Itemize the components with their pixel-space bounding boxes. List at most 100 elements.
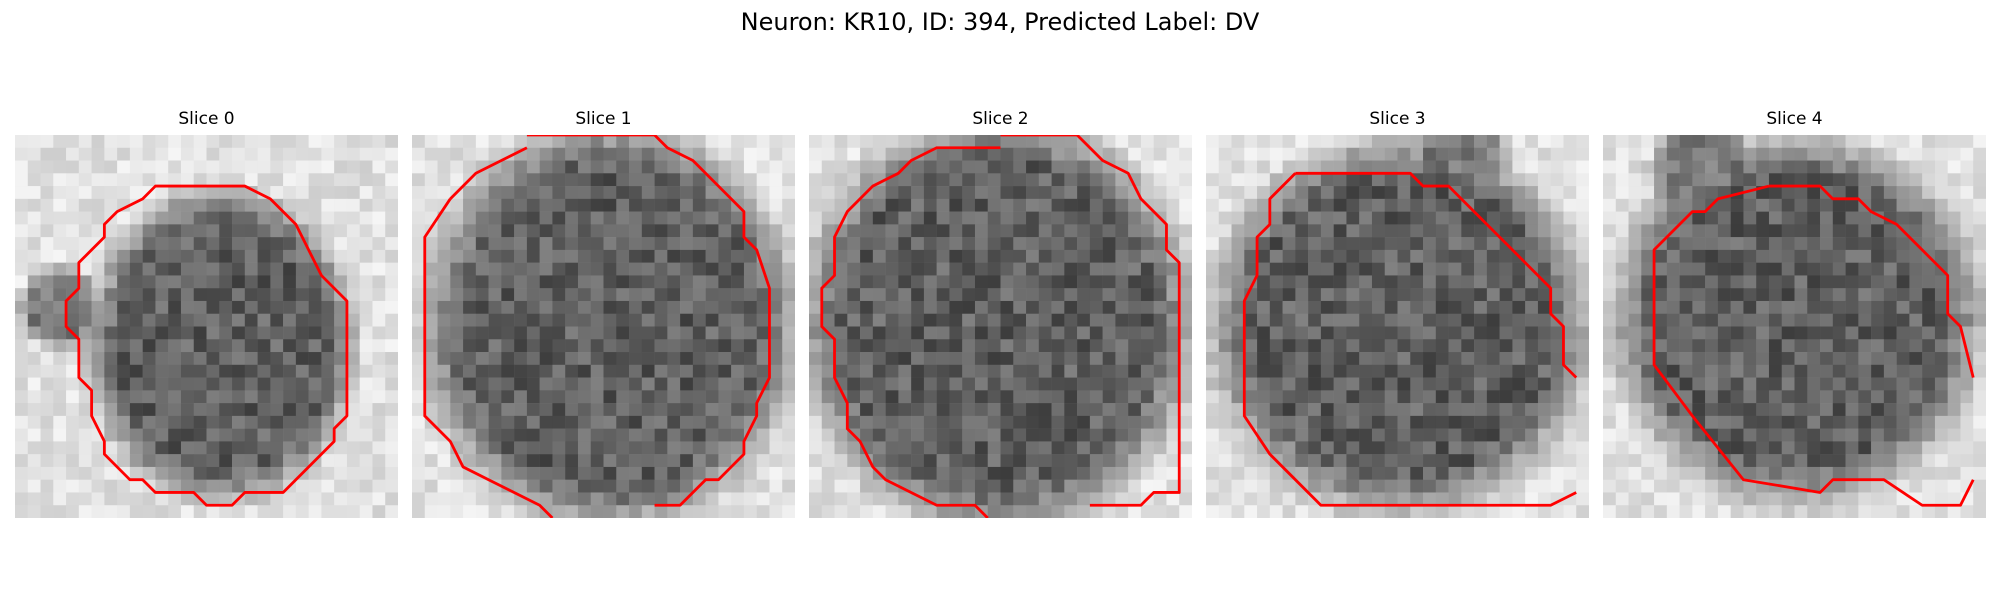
pixel [526,147,540,161]
pixel [1654,466,1668,480]
pixel [680,479,694,493]
pixel [334,160,348,174]
pixel [1206,415,1220,429]
pixel [1537,479,1551,493]
pixel [1410,466,1424,480]
pixel [809,377,823,391]
pixel [1934,224,1948,238]
pixel [450,441,464,455]
pixel [1346,492,1360,506]
pixel [1474,339,1488,353]
pixel [1423,135,1437,149]
pixel [962,275,976,289]
pixel [782,249,795,263]
pixel [1563,198,1577,212]
pixel [1947,237,1961,251]
pixel [718,275,732,289]
pixel [962,135,976,149]
pixel [1089,454,1103,468]
pixel [1896,300,1910,314]
pixel [244,300,258,314]
pixel [847,479,861,493]
pixel [1026,249,1040,263]
pixel [1448,198,1462,212]
pixel [1320,428,1334,442]
pixel [1794,313,1808,327]
pixel [834,186,848,200]
pixel [219,224,233,238]
pixel [53,224,67,238]
pixel [270,479,284,493]
pixel [949,377,963,391]
pixel [1934,147,1948,161]
pixel [1308,147,1322,161]
pixel [629,390,643,404]
pixel [1960,377,1974,391]
pixel [1628,505,1642,518]
pixel [1115,377,1129,391]
pixel [898,339,912,353]
pixel [667,313,681,327]
pixel [1166,415,1180,429]
pixel [1026,313,1040,327]
pixel [1000,249,1014,263]
pixel [1692,441,1706,455]
pixel [1615,466,1629,480]
pixel [1705,135,1719,149]
pixel [155,339,169,353]
pixel [1371,186,1385,200]
pixel [1525,186,1539,200]
pixel [1423,237,1437,251]
pixel [514,135,528,149]
pixel [1128,300,1142,314]
pixel [27,403,41,417]
pixel [1858,237,1872,251]
pixel [911,135,925,149]
pixel [450,479,464,493]
pixel [949,173,963,187]
pixel [346,339,360,353]
pixel [898,275,912,289]
pixel [1512,390,1526,404]
pixel [1832,173,1846,187]
pixel [1743,288,1757,302]
pixel [1038,364,1052,378]
pixel [1474,390,1488,404]
pixel [1423,403,1437,417]
pixel [27,147,41,161]
pixel [577,313,591,327]
pixel [321,249,335,263]
pixel [117,224,131,238]
pixel [78,492,92,506]
pixel [936,454,950,468]
pixel [1654,135,1668,149]
pixel [385,313,398,327]
pixel [1435,173,1449,187]
pixel [1206,428,1220,442]
pixel [359,339,373,353]
pixel [1705,224,1719,238]
pixel [1435,339,1449,353]
pixel [1499,211,1513,225]
pixel [539,262,553,276]
pixel [91,198,105,212]
pixel [1845,173,1859,187]
pixel [488,403,502,417]
pixel [27,237,41,251]
pixel [705,428,719,442]
pixel [756,466,770,480]
pixel [1346,415,1360,429]
pixel [577,466,591,480]
pixel [731,441,745,455]
pixel [1333,479,1347,493]
pixel [1603,492,1617,506]
pixel [346,352,360,366]
pixel [1615,211,1629,225]
pixel [78,237,92,251]
pixel [1730,173,1744,187]
pixel [743,505,757,518]
pixel [680,288,694,302]
pixel [1435,415,1449,429]
pixel [1128,454,1142,468]
pixel [718,135,732,149]
